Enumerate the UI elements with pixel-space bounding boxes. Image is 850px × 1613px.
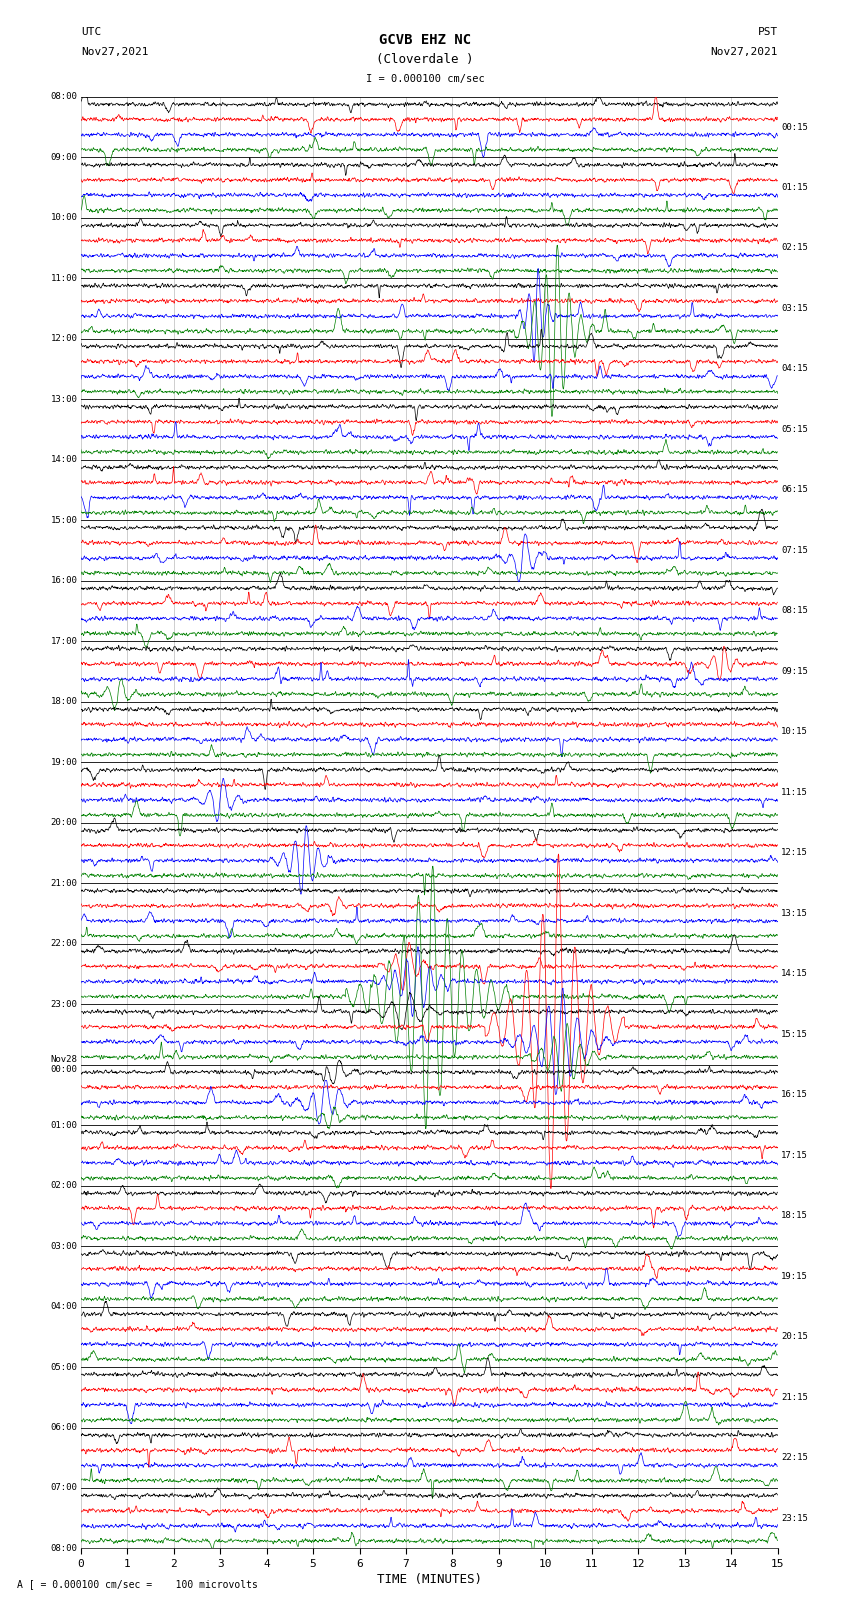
Text: 01:00: 01:00	[50, 1121, 77, 1129]
Text: 06:15: 06:15	[781, 486, 808, 495]
Text: 21:00: 21:00	[50, 879, 77, 887]
Text: 12:00: 12:00	[50, 334, 77, 344]
Text: 21:15: 21:15	[781, 1392, 808, 1402]
Text: 23:15: 23:15	[781, 1513, 808, 1523]
Text: 16:00: 16:00	[50, 576, 77, 586]
Text: 05:15: 05:15	[781, 424, 808, 434]
Text: 09:15: 09:15	[781, 666, 808, 676]
Text: 15:15: 15:15	[781, 1029, 808, 1039]
Text: (Cloverdale ): (Cloverdale )	[377, 53, 473, 66]
Text: 12:15: 12:15	[781, 848, 808, 858]
Text: A [ = 0.000100 cm/sec =    100 microvolts: A [ = 0.000100 cm/sec = 100 microvolts	[17, 1579, 258, 1589]
Text: 18:15: 18:15	[781, 1211, 808, 1221]
X-axis label: TIME (MINUTES): TIME (MINUTES)	[377, 1573, 482, 1586]
Text: Nov27,2021: Nov27,2021	[711, 47, 778, 56]
Text: 22:15: 22:15	[781, 1453, 808, 1463]
Text: 06:00: 06:00	[50, 1423, 77, 1432]
Text: 13:15: 13:15	[781, 908, 808, 918]
Text: 03:15: 03:15	[781, 303, 808, 313]
Text: 11:00: 11:00	[50, 274, 77, 282]
Text: PST: PST	[757, 27, 778, 37]
Text: 20:00: 20:00	[50, 818, 77, 827]
Text: 02:15: 02:15	[781, 244, 808, 253]
Text: 07:15: 07:15	[781, 545, 808, 555]
Text: 11:15: 11:15	[781, 787, 808, 797]
Text: 16:15: 16:15	[781, 1090, 808, 1100]
Text: I = 0.000100 cm/sec: I = 0.000100 cm/sec	[366, 74, 484, 84]
Text: GCVB EHZ NC: GCVB EHZ NC	[379, 34, 471, 47]
Text: 10:15: 10:15	[781, 727, 808, 737]
Text: 03:00: 03:00	[50, 1242, 77, 1250]
Text: 01:15: 01:15	[781, 182, 808, 192]
Text: 04:00: 04:00	[50, 1302, 77, 1311]
Text: 17:15: 17:15	[781, 1150, 808, 1160]
Text: 09:00: 09:00	[50, 153, 77, 161]
Text: 04:15: 04:15	[781, 365, 808, 374]
Text: 14:15: 14:15	[781, 969, 808, 979]
Text: 02:00: 02:00	[50, 1181, 77, 1190]
Text: 00:15: 00:15	[781, 123, 808, 132]
Text: 15:00: 15:00	[50, 516, 77, 524]
Text: Nov28
00:00: Nov28 00:00	[50, 1055, 77, 1074]
Text: 07:00: 07:00	[50, 1484, 77, 1492]
Text: 23:00: 23:00	[50, 1000, 77, 1008]
Text: 08:15: 08:15	[781, 606, 808, 616]
Text: 08:00: 08:00	[50, 1544, 77, 1553]
Text: 10:00: 10:00	[50, 213, 77, 223]
Text: Nov27,2021: Nov27,2021	[81, 47, 148, 56]
Text: 14:00: 14:00	[50, 455, 77, 465]
Text: 20:15: 20:15	[781, 1332, 808, 1342]
Text: 08:00: 08:00	[50, 92, 77, 102]
Text: 17:00: 17:00	[50, 637, 77, 645]
Text: UTC: UTC	[81, 27, 101, 37]
Text: 19:15: 19:15	[781, 1271, 808, 1281]
Text: 22:00: 22:00	[50, 939, 77, 948]
Text: 18:00: 18:00	[50, 697, 77, 706]
Text: 19:00: 19:00	[50, 758, 77, 766]
Text: 05:00: 05:00	[50, 1363, 77, 1371]
Text: 13:00: 13:00	[50, 395, 77, 403]
